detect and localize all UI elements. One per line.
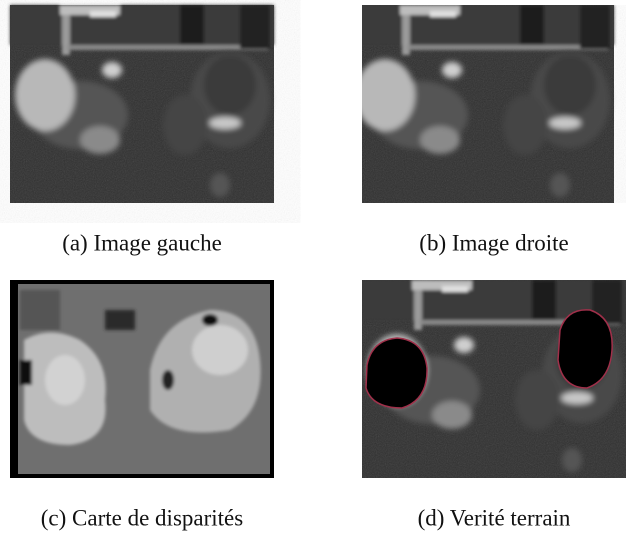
ground-truth	[362, 280, 626, 478]
caption: (c) Carte de disparités	[41, 505, 243, 530]
image-left	[10, 5, 274, 203]
caption: (d) Verité terrain	[418, 505, 571, 530]
disparity-map	[10, 280, 274, 478]
image-right	[350, 5, 614, 203]
caption: (b) Image droite	[419, 230, 568, 255]
caption: (a) Image gauche	[62, 230, 222, 255]
